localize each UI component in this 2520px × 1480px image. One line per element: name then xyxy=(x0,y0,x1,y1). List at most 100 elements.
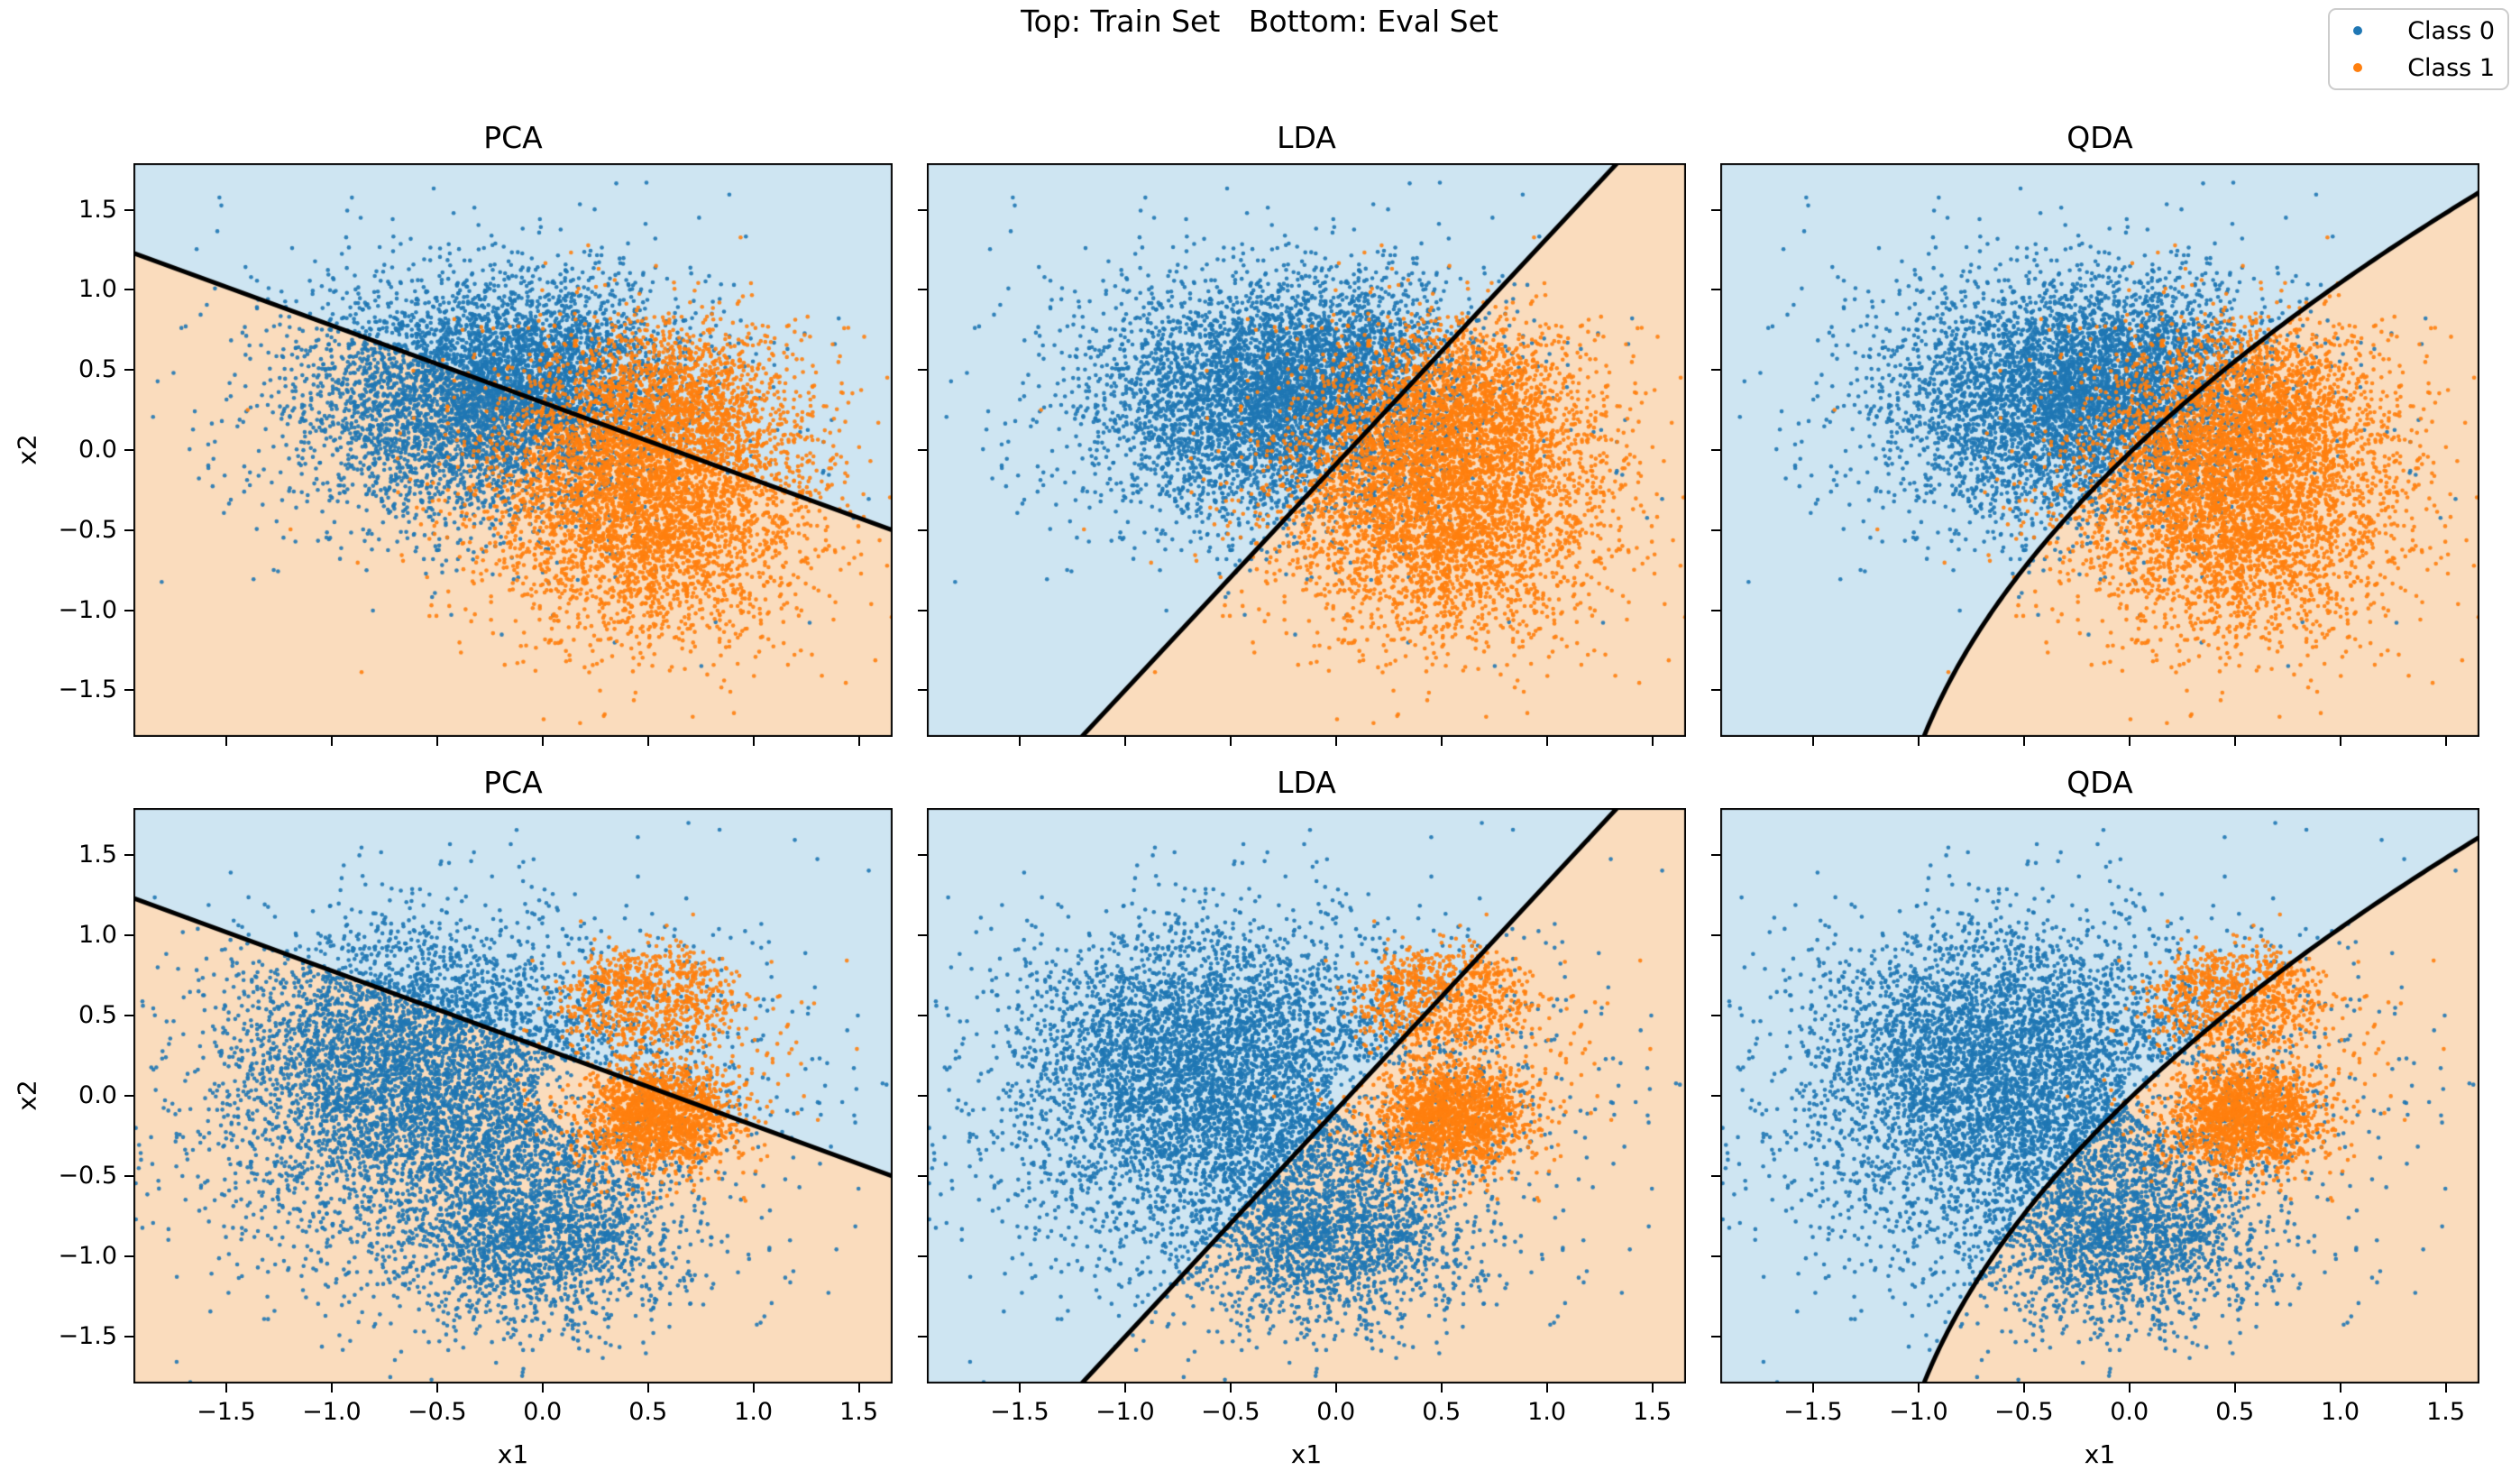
x-tick xyxy=(2022,1383,2025,1393)
x-tick xyxy=(1440,1383,1443,1393)
y-tick xyxy=(1711,689,1720,692)
x-tick xyxy=(1917,1383,1920,1393)
x-tick-label: 1.0 xyxy=(1527,1398,1567,1426)
x-tick xyxy=(1545,737,1548,746)
legend-item-class0: Class 0 xyxy=(2353,17,2498,45)
legend-item-class1: Class 1 xyxy=(2353,54,2498,82)
y-tick xyxy=(918,1014,927,1016)
y-tick xyxy=(124,449,133,451)
class1-marker-icon xyxy=(2353,63,2362,72)
subplot-title: PCA xyxy=(483,120,543,155)
x-tick xyxy=(646,737,649,746)
x-tick xyxy=(1651,737,1654,746)
x-axis-label: x1 xyxy=(497,1439,529,1469)
x-tick-label: −1.0 xyxy=(1095,1398,1155,1426)
x-tick xyxy=(857,1383,860,1393)
y-tick xyxy=(124,1095,133,1097)
x-tick-label: 1.5 xyxy=(1633,1398,1672,1426)
y-tick xyxy=(124,1336,133,1338)
x-tick xyxy=(646,1383,649,1393)
y-tick xyxy=(124,1255,133,1258)
x-tick xyxy=(1651,1383,1654,1393)
y-tick xyxy=(918,1095,927,1097)
y-tick-label: −0.5 xyxy=(58,515,117,544)
y-tick-label: −1.0 xyxy=(58,595,117,624)
x-tick xyxy=(541,737,544,746)
y-tick-label: 1.5 xyxy=(78,840,117,869)
x-tick xyxy=(1229,737,1232,746)
x-tick-label: −1.0 xyxy=(302,1398,362,1426)
y-tick xyxy=(1711,1095,1720,1097)
y-tick-label: 1.5 xyxy=(78,195,117,224)
y-tick xyxy=(124,208,133,211)
y-tick-label: 0.0 xyxy=(78,436,117,464)
y-tick xyxy=(918,853,927,856)
y-tick xyxy=(918,609,927,611)
x-tick-label: 0.0 xyxy=(1316,1398,1356,1426)
subplot-title: LDA xyxy=(1277,765,1336,800)
x-tick xyxy=(857,737,860,746)
y-tick xyxy=(918,689,927,692)
x-tick-label: −1.5 xyxy=(197,1398,256,1426)
x-tick xyxy=(752,1383,755,1393)
x-tick xyxy=(2444,737,2447,746)
x-tick xyxy=(2128,737,2131,746)
y-tick xyxy=(1711,853,1720,856)
x-tick xyxy=(330,737,333,746)
x-tick xyxy=(2233,1383,2236,1393)
y-tick xyxy=(1711,609,1720,611)
y-tick-label: 0.0 xyxy=(78,1081,117,1109)
x-tick xyxy=(752,737,755,746)
y-tick xyxy=(1711,289,1720,291)
x-tick xyxy=(1811,1383,1814,1393)
y-axis-label: x2 xyxy=(12,1080,42,1111)
x-tick xyxy=(225,737,227,746)
plot-area-lda-eval xyxy=(927,808,1686,1383)
x-tick xyxy=(1123,737,1126,746)
y-tick xyxy=(1711,933,1720,936)
y-tick xyxy=(1711,529,1720,531)
y-tick-label: −1.0 xyxy=(58,1242,117,1271)
y-tick xyxy=(124,1014,133,1016)
subplot-title: QDA xyxy=(2066,120,2133,155)
y-tick xyxy=(124,369,133,372)
y-tick xyxy=(124,289,133,291)
x-tick xyxy=(330,1383,333,1393)
y-tick xyxy=(918,369,927,372)
y-tick-label: −1.5 xyxy=(58,1322,117,1351)
x-tick xyxy=(2022,737,2025,746)
x-tick xyxy=(435,737,438,746)
y-tick xyxy=(124,529,133,531)
y-tick-label: 1.0 xyxy=(78,920,117,949)
x-tick xyxy=(2339,1383,2341,1393)
plot-area-lda-train xyxy=(927,163,1686,737)
x-tick-label: 0.5 xyxy=(2215,1398,2255,1426)
x-tick-label: 1.5 xyxy=(2426,1398,2466,1426)
subplot-title: PCA xyxy=(483,765,543,800)
x-tick-label: −1.5 xyxy=(1783,1398,1843,1426)
y-tick xyxy=(1711,208,1720,211)
subplot-title: QDA xyxy=(2066,765,2133,800)
y-tick-label: −0.5 xyxy=(58,1162,117,1190)
y-tick xyxy=(918,449,927,451)
y-tick xyxy=(124,1175,133,1178)
x-tick-label: 1.0 xyxy=(2321,1398,2360,1426)
x-axis-label: x1 xyxy=(1290,1439,1323,1469)
x-tick xyxy=(2444,1383,2447,1393)
y-tick xyxy=(1711,1255,1720,1258)
y-tick xyxy=(1711,1014,1720,1016)
x-tick-label: 0.5 xyxy=(628,1398,668,1426)
x-tick-label: −1.5 xyxy=(990,1398,1049,1426)
x-tick xyxy=(1334,737,1337,746)
y-tick xyxy=(918,289,927,291)
x-tick-label: 0.5 xyxy=(1422,1398,1462,1426)
y-tick xyxy=(1711,369,1720,372)
x-tick-label: 1.0 xyxy=(734,1398,774,1426)
x-tick xyxy=(2233,737,2236,746)
y-tick xyxy=(124,933,133,936)
x-tick xyxy=(225,1383,227,1393)
y-tick xyxy=(1711,1175,1720,1178)
y-tick-label: 1.0 xyxy=(78,275,117,304)
x-tick-label: −0.5 xyxy=(1201,1398,1260,1426)
